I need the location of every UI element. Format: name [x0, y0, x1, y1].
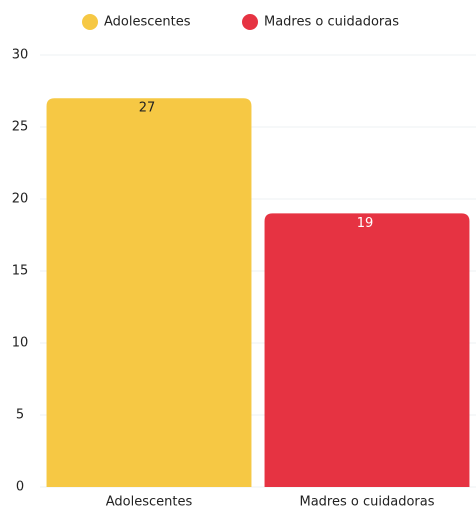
y-tick-label: 10: [12, 336, 29, 351]
legend-label: Adolescentes: [104, 15, 191, 30]
y-tick-label: 15: [12, 264, 29, 279]
y-tick-label: 25: [12, 120, 29, 135]
bar: [46, 98, 252, 487]
legend-swatch: [82, 14, 98, 30]
data-label: 19: [357, 216, 374, 231]
bar: [264, 213, 470, 487]
x-tick-label: Madres o cuidadoras: [300, 495, 435, 510]
legend-swatch: [242, 14, 258, 30]
legend-label: Madres o cuidadoras: [264, 15, 399, 30]
y-tick-label: 5: [16, 408, 24, 423]
y-tick-label: 0: [16, 480, 24, 495]
y-tick-label: 30: [12, 48, 29, 63]
y-tick-label: 20: [12, 192, 29, 207]
x-tick-label: Adolescentes: [106, 495, 193, 510]
data-label: 27: [139, 101, 156, 116]
